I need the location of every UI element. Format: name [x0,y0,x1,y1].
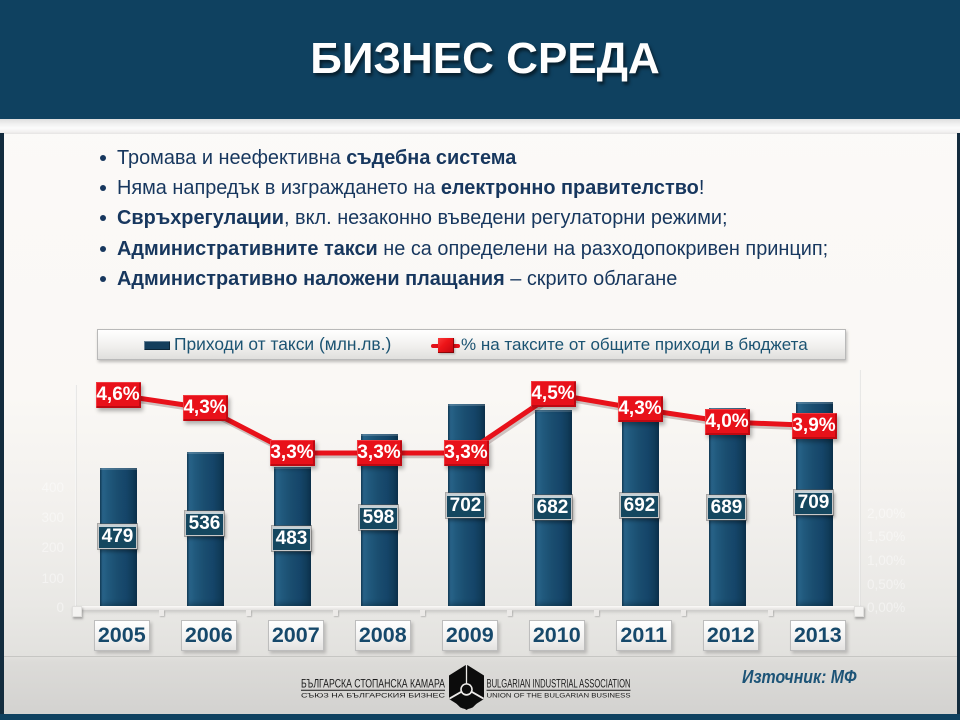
svg-text:UNION OF THE BULGARIAN BUSINES: UNION OF THE BULGARIAN BUSINESS [487,693,632,700]
svg-text:BULGARIAN INDUSTRIAL ASSOCIATI: BULGARIAN INDUSTRIAL ASSOCIATION [487,679,631,691]
svg-text:СЪЮЗ НА БЪЛГАРСКИЯ БИЗНЕС: СЪЮЗ НА БЪЛГАРСКИЯ БИЗНЕС [301,693,445,700]
svg-text:БЪЛГАРСКА СТОПАНСКА КАМАРА: БЪЛГАРСКА СТОПАНСКА КАМАРА [301,679,445,691]
